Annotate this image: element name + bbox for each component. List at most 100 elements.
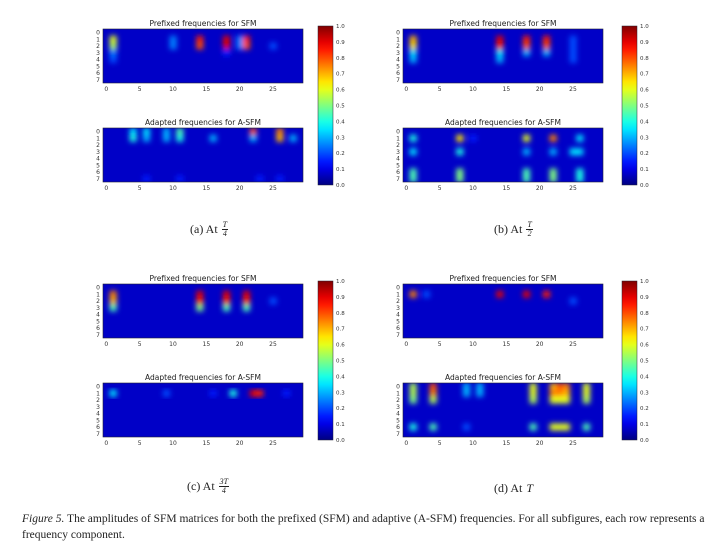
heatmap-cell bbox=[129, 134, 137, 142]
colorbar-tick-label: 1.0 bbox=[336, 279, 345, 285]
colorbar-tick-label: 1.0 bbox=[640, 24, 649, 30]
x-tick-label: 0 bbox=[404, 86, 408, 93]
heatmap-cell bbox=[409, 290, 417, 298]
heatmap-cell bbox=[569, 49, 577, 57]
colorbar-tick-label: 0.3 bbox=[640, 135, 649, 141]
y-tick-label: 5 bbox=[96, 318, 100, 325]
panel-title: Adapted frequencies for A-SFM bbox=[145, 118, 261, 127]
heatmap-cell bbox=[456, 168, 464, 176]
heatmap-cell bbox=[236, 42, 244, 50]
heatmap-cell bbox=[196, 304, 204, 312]
heatmap-cell bbox=[583, 383, 590, 391]
heatmap-cell bbox=[109, 49, 117, 57]
colorbar-tick-label: 0.4 bbox=[640, 374, 649, 380]
heatmap-cell bbox=[409, 42, 417, 50]
heatmap-cell bbox=[109, 56, 117, 64]
y-tick-label: 6 bbox=[96, 70, 100, 77]
y-tick-label: 7 bbox=[396, 431, 400, 438]
heatmap-cell bbox=[529, 389, 537, 397]
subcaption-label: (b) At bbox=[494, 222, 523, 236]
y-tick-label: 7 bbox=[396, 77, 400, 84]
panel-title: Prefixed frequencies for SFM bbox=[149, 274, 256, 283]
heatmap-cell bbox=[209, 134, 217, 142]
heatmap-cell bbox=[429, 396, 437, 404]
heatmap-cell bbox=[276, 128, 284, 136]
heatmap-frame bbox=[102, 28, 304, 84]
heatmap-cell bbox=[476, 383, 484, 391]
x-tick-label: 15 bbox=[503, 341, 511, 348]
x-tick-label: 15 bbox=[503, 185, 511, 192]
heatmap-cell bbox=[223, 297, 230, 305]
colorbar-tick-label: 0.8 bbox=[336, 56, 345, 62]
heatmap-cell bbox=[223, 35, 230, 43]
y-tick-label: 6 bbox=[396, 325, 400, 332]
heatmap-frame bbox=[102, 127, 304, 183]
heatmap-cell bbox=[569, 35, 577, 43]
subfigure-d: Prefixed frequencies for SFM 0 1 2 3 4 5 6 7 0 5 10… bbox=[390, 270, 670, 460]
colorbar-tick-label: 0.3 bbox=[640, 390, 649, 396]
heatmap-cell bbox=[543, 49, 550, 57]
heatmap-cell bbox=[523, 134, 530, 142]
y-tick-label: 2 bbox=[96, 397, 100, 404]
colorbar-tick-label: 0.4 bbox=[336, 119, 345, 125]
y-tick-label: 7 bbox=[96, 332, 100, 339]
x-tick-label: 0 bbox=[104, 440, 108, 447]
heatmap-cell bbox=[236, 35, 244, 43]
heatmap-cell bbox=[129, 128, 137, 136]
heatmap-cell bbox=[543, 290, 550, 298]
y-tick-label: 1 bbox=[96, 36, 100, 43]
heatmap-cell bbox=[583, 396, 590, 404]
x-tick-label: 15 bbox=[203, 341, 211, 348]
colorbar: 0.0 0.1 0.2 0.3 0.4 0.5 0.6 0.7 0.8 0.9 1.0 bbox=[621, 279, 649, 444]
heatmap-cell bbox=[523, 49, 530, 57]
y-tick-label: 3 bbox=[396, 305, 400, 312]
y-tick-label: 3 bbox=[96, 149, 100, 156]
heatmap-cell bbox=[563, 396, 570, 404]
heatmap-cell bbox=[569, 42, 577, 50]
x-tick-label: 0 bbox=[404, 185, 408, 192]
y-tick-label: 5 bbox=[96, 63, 100, 70]
y-tick-label: 6 bbox=[396, 424, 400, 431]
y-tick-label: 4 bbox=[396, 156, 400, 163]
figure-caption: Figure 5. The amplitudes of SFM matrices… bbox=[22, 511, 712, 543]
heatmap-cell bbox=[143, 134, 150, 142]
y-tick-label: 5 bbox=[396, 318, 400, 325]
colorbar-tick-label: 0.5 bbox=[336, 359, 345, 365]
y-tick-label: 5 bbox=[96, 162, 100, 169]
y-tick-label: 1 bbox=[396, 135, 400, 142]
x-tick-label: 10 bbox=[169, 86, 177, 93]
x-tick-label: 20 bbox=[536, 440, 544, 447]
heatmap-cell bbox=[269, 297, 277, 305]
y-tick-label: 4 bbox=[96, 411, 100, 418]
heatmap-cell bbox=[109, 35, 117, 43]
x-tick-label: 25 bbox=[569, 185, 577, 192]
x-tick-label: 20 bbox=[536, 86, 544, 93]
heatmap-frame bbox=[102, 283, 304, 339]
y-tick-label: 7 bbox=[396, 332, 400, 339]
heatmap-cell bbox=[409, 56, 417, 64]
heatmap-cell bbox=[409, 148, 417, 156]
panel-title: Prefixed frequencies for SFM bbox=[149, 19, 256, 28]
colorbar-tick-label: 0.9 bbox=[336, 295, 345, 301]
heatmap-cell bbox=[556, 396, 564, 404]
y-tick-label: 0 bbox=[96, 384, 100, 391]
y-tick-label: 1 bbox=[396, 291, 400, 298]
panel-title: Prefixed frequencies for SFM bbox=[449, 19, 556, 28]
x-tick-label: 10 bbox=[469, 86, 477, 93]
heatmap-cell bbox=[549, 389, 557, 397]
heatmap-frame bbox=[402, 127, 604, 183]
x-tick-label: 25 bbox=[269, 86, 277, 93]
colorbar-tick-label: 0.6 bbox=[336, 88, 345, 94]
colorbar-tick-label: 0.6 bbox=[336, 343, 345, 349]
y-tick-label: 0 bbox=[96, 285, 100, 292]
colorbar-tick-label: 0.0 bbox=[336, 183, 345, 189]
x-tick-label: 20 bbox=[236, 185, 244, 192]
panel-title: Adapted frequencies for A-SFM bbox=[445, 118, 561, 127]
y-tick-label: 0 bbox=[396, 30, 400, 37]
colorbar-tick-label: 0.2 bbox=[336, 151, 345, 157]
y-tick-label: 2 bbox=[396, 397, 400, 404]
